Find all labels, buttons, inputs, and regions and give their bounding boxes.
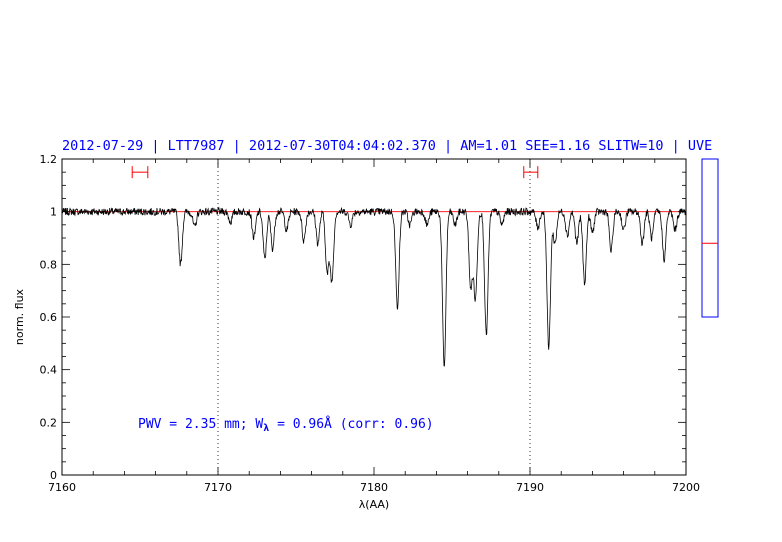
x-tick-label: 7190 xyxy=(516,481,544,494)
annotation-prefix: PWV = 2.35 mm; W xyxy=(138,417,263,432)
spectrum-series xyxy=(61,206,687,367)
side-panel xyxy=(701,158,719,318)
interval-marker-2 xyxy=(523,166,539,179)
x-tick-label: 7180 xyxy=(360,481,388,494)
side-panel-frame xyxy=(701,158,719,318)
y-tick-label: 0.8 xyxy=(40,258,58,271)
chart-title: 2012-07-29 | LTT7987 | 2012-07-30T04:04:… xyxy=(62,138,712,154)
annotation-suffix: = 0.96Å (corr: 0.96) xyxy=(269,416,433,432)
interval-marker-1 xyxy=(131,166,149,179)
y-axis-label: norm. flux xyxy=(13,288,26,345)
y-tick-label: 1.2 xyxy=(40,153,58,166)
x-tick-label: 7200 xyxy=(672,481,700,494)
y-tick-label: 1 xyxy=(50,206,57,219)
x-tick-label: 7170 xyxy=(204,481,232,494)
pwv-annotation: PWV = 2.35 mm; Wλ = 0.96Å (corr: 0.96) xyxy=(138,416,434,434)
x-axis-label: λ(AA) xyxy=(359,498,389,511)
x-tick-label: 7160 xyxy=(48,481,76,494)
y-tick-label: 0.6 xyxy=(40,311,58,324)
y-tick-label: 0 xyxy=(50,469,57,482)
annotation-subscript: λ xyxy=(263,423,269,434)
plot-area: 7160 7170 7180 7190 7200 0 0.2 0.4 0.6 0.8 1 1.2 xyxy=(40,153,701,494)
y-tick-label: 0.4 xyxy=(40,364,58,377)
y-tick-label: 0.2 xyxy=(40,416,58,429)
axis-ticks: 7160 7170 7180 7190 7200 0 0.2 0.4 0.6 0.8 1 1.2 xyxy=(40,153,701,494)
interval-markers xyxy=(131,166,539,179)
